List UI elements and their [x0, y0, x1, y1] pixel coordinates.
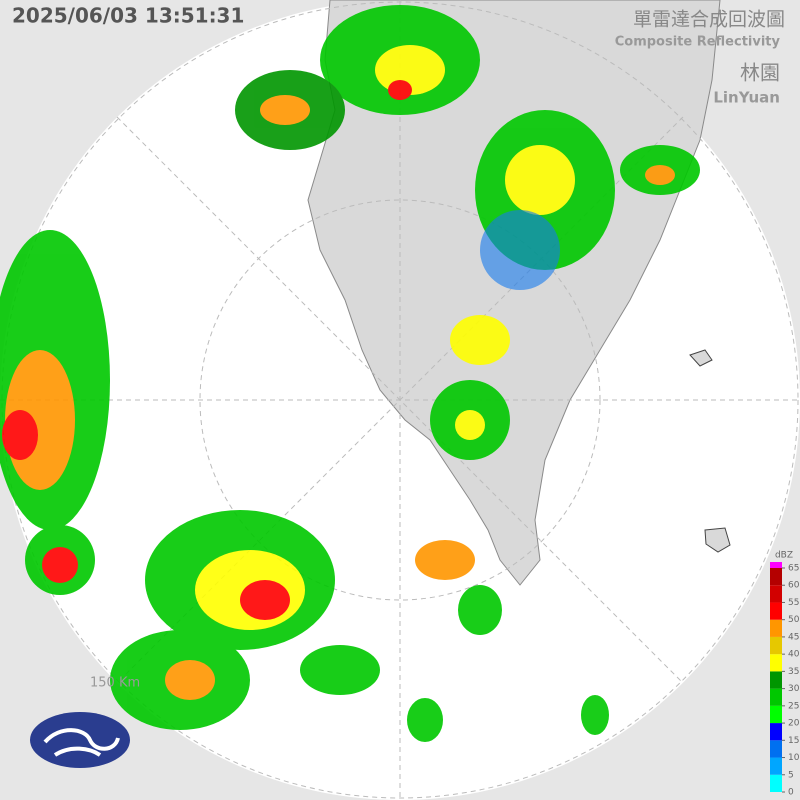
colorbar-segment — [770, 723, 782, 741]
title: 單雷達合成回波圖 — [633, 9, 785, 31]
island — [689, 349, 713, 367]
colorbar-segment — [770, 585, 782, 603]
colorbar-segment — [770, 654, 782, 672]
colorbar-tick-label: 45 — [788, 632, 799, 642]
land — [307, 0, 721, 586]
colorbar-segment — [770, 688, 782, 706]
colorbar-segment — [770, 636, 782, 655]
colorbar: 0 5 10 15 20 25 30 35 40 45 50 55 60 65 — [770, 562, 800, 798]
colorbar-segment — [770, 671, 782, 689]
colorbar-tick-label: 65 — [788, 564, 799, 574]
colorbar-segment — [770, 568, 782, 586]
colorbar-segment — [770, 562, 782, 568]
colorbar-tick-label: 35 — [788, 667, 799, 677]
colorbar-tick-label: 60 — [788, 581, 800, 591]
colorbar-tick-label: 55 — [788, 598, 799, 608]
island — [704, 527, 731, 553]
colorbar-segment — [770, 619, 782, 637]
colorbar-segment — [770, 774, 782, 792]
subtitle: Composite Reflectivity — [615, 35, 781, 50]
colorbar-tick-label: 25 — [788, 701, 799, 711]
colorbar-tick-label: 20 — [788, 719, 800, 729]
colorbar-tick-label: 5 — [788, 770, 794, 780]
station-en: LinYuan — [713, 89, 780, 107]
colorbar-tick-label: 10 — [788, 753, 800, 763]
colorbar-unit: dBZ — [775, 551, 793, 561]
station: 林園 — [740, 61, 780, 85]
colorbar-segment — [770, 740, 782, 758]
colorbar-tick-label: 50 — [788, 615, 800, 625]
colorbar-tick-label: 15 — [788, 736, 799, 746]
colorbar-segment — [770, 757, 782, 775]
colorbar-segment — [770, 705, 782, 724]
colorbar-tick-label: 40 — [788, 650, 800, 660]
colorbar-tick-label: 0 — [788, 788, 794, 798]
echoes — [0, 5, 700, 742]
range-label: 150 Km — [90, 676, 140, 691]
colorbar-segment — [770, 602, 782, 620]
logo — [30, 712, 130, 768]
colorbar-tick-label: 30 — [788, 684, 800, 694]
timestamp: 2025/06/03 13:51:31 — [12, 4, 244, 28]
